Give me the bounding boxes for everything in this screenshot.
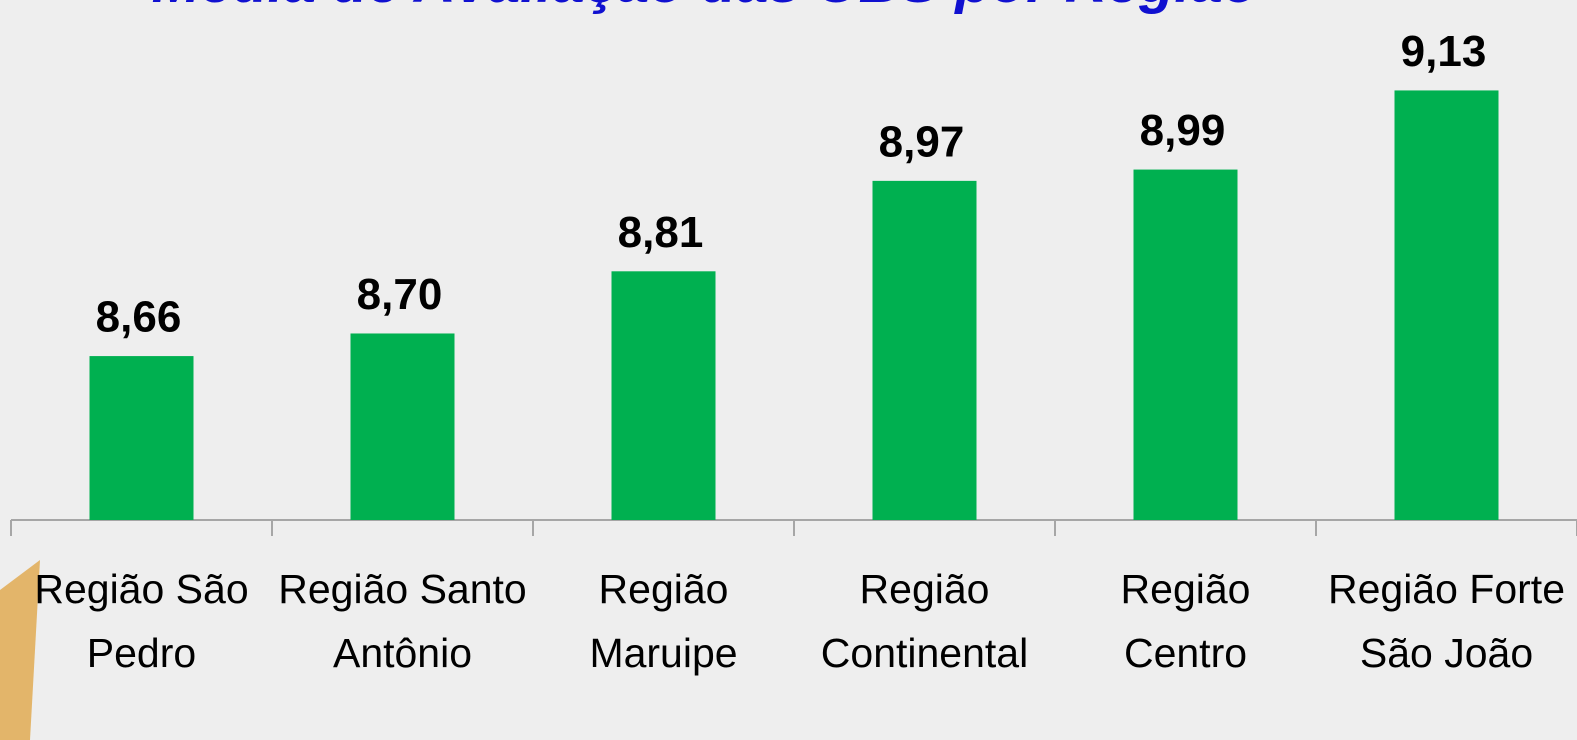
x-tick-label: Região São Pedro [34,566,249,676]
bar [350,333,455,520]
bar [872,180,977,520]
x-tick-label: Região Forte São João [1327,566,1565,676]
bar [89,356,194,520]
bar [1394,90,1499,520]
x-tick-label: Região Continental [820,566,1029,676]
value-label: 8,97 [879,117,965,166]
decoration [0,560,40,740]
chart-title: Média de Avaliação das UBS por Região [152,0,1259,15]
value-label: 9,13 [1401,27,1487,76]
bar [1133,169,1238,520]
value-label: 8,99 [1140,106,1226,155]
bar [611,271,716,520]
x-tick-label: Região Centro [1120,566,1251,676]
x-tick-label: Região Santo Antônio [278,566,527,676]
value-label: 8,70 [357,270,443,319]
x-tick-label: Região Maruipe [589,566,738,676]
value-label: 8,81 [618,208,704,257]
value-label: 8,66 [96,293,182,342]
